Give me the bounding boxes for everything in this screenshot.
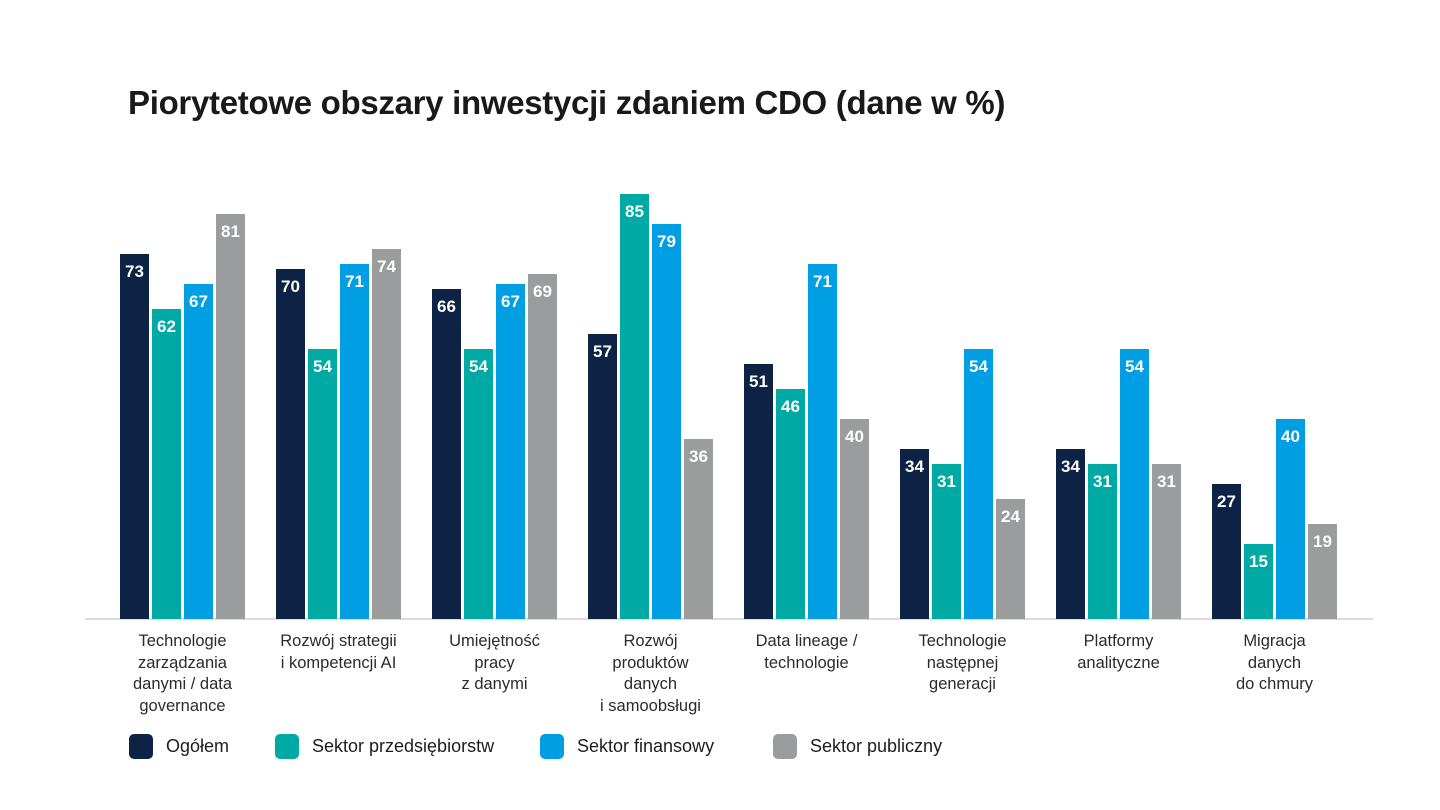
bar-series1-cat5: 31 [932, 464, 961, 619]
bar-value-label: 31 [937, 472, 956, 491]
bar-series0-cat4: 51 [744, 364, 773, 619]
legend-label: Sektor publiczny [810, 736, 943, 756]
category-label: Platformy analityczne [1077, 632, 1160, 672]
bar-value-label: 34 [1061, 457, 1080, 476]
bar-series2-cat4: 71 [808, 264, 837, 619]
chart-title: Piorytetowe obszary inwestycji zdaniem C… [128, 84, 1006, 121]
bar-value-label: 70 [281, 277, 300, 296]
bar-series0-cat2: 66 [432, 289, 461, 619]
legend-label: Ogółem [166, 736, 230, 756]
bar-value-label: 62 [157, 317, 176, 336]
category-label: Rozwój strategii i kompetencji AI [280, 632, 397, 672]
bar-value-label: 73 [125, 262, 144, 281]
bar-series2-cat5: 54 [964, 349, 993, 619]
bar-value-label: 79 [657, 232, 676, 251]
legend-label: Sektor przedsiębiorstw [312, 736, 495, 756]
bar-value-label: 74 [377, 257, 396, 276]
bar-value-label: 34 [905, 457, 924, 476]
bar-value-label: 15 [1249, 552, 1268, 571]
x-axis-line [85, 618, 1373, 620]
bar-series3-cat7: 19 [1308, 524, 1337, 619]
bar-series0-cat1: 70 [276, 269, 305, 619]
category-label: Migracja danych do chmury [1235, 632, 1314, 693]
bar-series3-cat2: 69 [528, 274, 557, 619]
legend-swatch-sektor-finansowy [540, 734, 564, 759]
bar-series0-cat3: 57 [588, 334, 617, 619]
bar-series3-cat0: 81 [216, 214, 245, 619]
bar-value-label: 51 [749, 372, 768, 391]
bar-value-label: 67 [189, 292, 208, 311]
bar-value-label: 85 [625, 202, 644, 221]
bar-series2-cat0: 67 [184, 284, 213, 619]
legend-item-sektor-finansowy: Sektor finansowy [540, 734, 714, 759]
bar-value-label: 71 [345, 272, 364, 291]
bar-series2-cat1: 71 [340, 264, 369, 619]
bar-value-label: 24 [1001, 507, 1020, 526]
bar-series1-cat7: 15 [1244, 544, 1273, 619]
bar-series3-cat5: 24 [996, 499, 1025, 619]
legend-swatch-ogolem [129, 734, 153, 759]
bar-series2-cat2: 67 [496, 284, 525, 619]
bar-series3-cat1: 74 [372, 249, 401, 619]
legend-label: Sektor finansowy [577, 736, 715, 756]
bar-value-label: 71 [813, 272, 832, 291]
category-label: Technologie zarządzania danymi / data go… [132, 632, 233, 715]
bar-series0-cat7: 27 [1212, 484, 1241, 619]
bar-series3-cat6: 31 [1152, 464, 1181, 619]
bar-value-label: 54 [969, 357, 988, 376]
bar-value-label: 54 [1125, 357, 1144, 376]
bar-value-label: 31 [1157, 472, 1176, 491]
bar-series1-cat0: 62 [152, 309, 181, 619]
legend-item-sektor-przedsiebiorstw: Sektor przedsiębiorstw [275, 734, 494, 759]
bar-value-label: 46 [781, 397, 800, 416]
bar-value-label: 40 [1281, 427, 1300, 446]
bar-series2-cat7: 40 [1276, 419, 1305, 619]
bar-series0-cat5: 34 [900, 449, 929, 619]
bar-value-label: 67 [501, 292, 520, 311]
bar-series3-cat3: 36 [684, 439, 713, 619]
legend-swatch-sektor-przedsiebiorstw [275, 734, 299, 759]
bar-series0-cat0: 73 [120, 254, 149, 619]
bar-value-label: 69 [533, 282, 552, 301]
category-label: Data lineage / technologie [755, 632, 858, 672]
bar-series3-cat4: 40 [840, 419, 869, 619]
bar-value-label: 36 [689, 447, 708, 466]
bar-value-label: 66 [437, 297, 456, 316]
bar-series1-cat4: 46 [776, 389, 805, 619]
bar-value-label: 27 [1217, 492, 1236, 511]
category-label: Rozwój produktów danych i samoobsługi [600, 632, 701, 715]
bar-series1-cat6: 31 [1088, 464, 1117, 619]
legend-swatch-sektor-publiczny [773, 734, 797, 759]
legend: Ogółem Sektor przedsiębiorstw Sektor fin… [0, 734, 1440, 762]
bar-series1-cat3: 85 [620, 194, 649, 619]
bar-value-label: 19 [1313, 532, 1332, 551]
bar-value-label: 54 [469, 357, 488, 376]
bar-series2-cat6: 54 [1120, 349, 1149, 619]
bar-series0-cat6: 34 [1056, 449, 1085, 619]
legend-item-ogolem: Ogółem [129, 734, 229, 759]
bar-value-label: 31 [1093, 472, 1112, 491]
bar-value-label: 40 [845, 427, 864, 446]
bar-series1-cat1: 54 [308, 349, 337, 619]
bar-value-label: 81 [221, 222, 240, 241]
bar-value-label: 54 [313, 357, 332, 376]
legend-item-sektor-publiczny: Sektor publiczny [773, 734, 942, 759]
bar-series1-cat2: 54 [464, 349, 493, 619]
bar-series2-cat3: 79 [652, 224, 681, 619]
bar-value-label: 57 [593, 342, 612, 361]
category-label: Umiejętność pracy z danymi [449, 632, 540, 693]
category-label: Technologie następnej generacji [918, 632, 1007, 693]
